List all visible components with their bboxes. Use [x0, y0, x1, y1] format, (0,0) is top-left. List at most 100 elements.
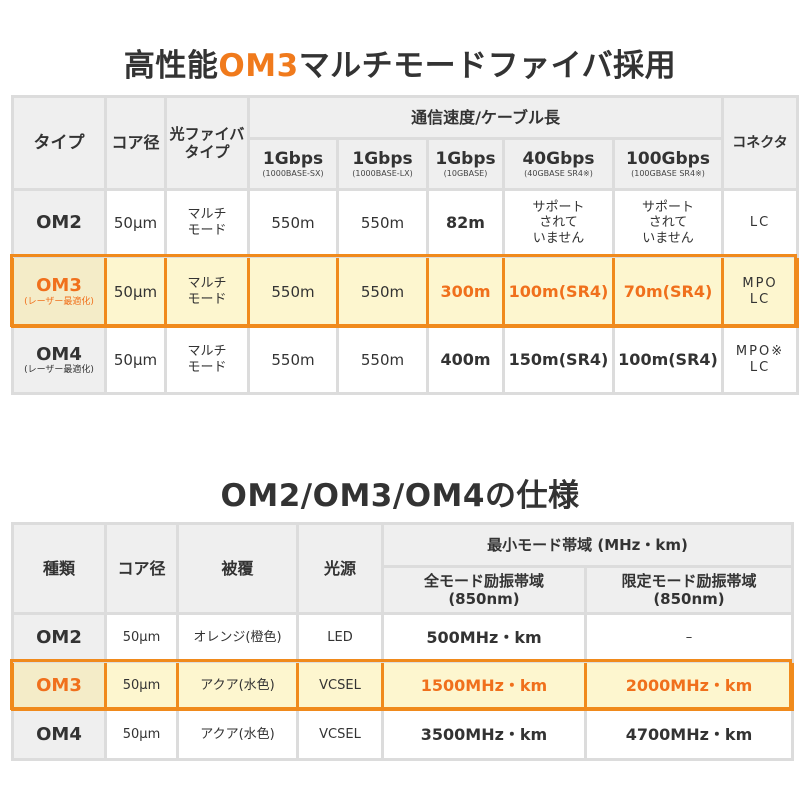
speed: 1Gbps	[262, 149, 324, 169]
core-cell: 50μm	[104, 188, 167, 258]
line: マルチ	[187, 207, 227, 223]
fiber-cell: マルチ モード	[164, 255, 250, 328]
value-cell: 550m	[247, 325, 339, 395]
table-row-om3: OM3 50μm アクア(水色) VCSEL 1500MHz・km 2000MH…	[11, 660, 795, 711]
full-band-cell: 3500MHz・km	[381, 708, 587, 761]
header-speed-4: 40Gbps (40GBASE SR4※)	[502, 137, 615, 191]
page-title-1: 高性能OM3マルチモードファイバ採用	[0, 40, 800, 85]
coating-cell: アクア(水色)	[176, 660, 299, 711]
comparison-table-wrap: タイプ コア径 光ファイバ タイプ 通信速度/ケーブル長 コネクタ 1Gbps (1…	[11, 95, 800, 395]
line: いません	[532, 230, 585, 246]
value-cell: 400m	[426, 325, 505, 395]
speed: 1Gbps	[352, 149, 413, 169]
full-band-cell: 1500MHz・km	[381, 660, 587, 711]
value-cell: 82m	[426, 188, 505, 258]
line: モード	[187, 360, 227, 375]
value-cell: 150m(SR4)	[502, 325, 615, 395]
header-line: タイプ	[184, 143, 230, 161]
value-cell: サポート されて いません	[502, 188, 615, 258]
title-text: 高性能	[123, 48, 219, 84]
value-cell: 550m	[336, 188, 429, 258]
line: モード	[187, 223, 227, 238]
coating-cell: アクア(水色)	[176, 708, 299, 761]
source-cell: LED	[296, 612, 384, 663]
header-speed-5: 100Gbps (100GBASE SR4※)	[611, 137, 725, 191]
connector-cell: MPO LC	[721, 255, 800, 328]
line: マルチ	[187, 344, 227, 360]
standard: (1000BASE-SX)	[262, 169, 324, 179]
header-line: 光ファイバ	[169, 125, 245, 143]
header-speed-2: 1Gbps (1000BASE-LX)	[336, 137, 429, 191]
header-speed-3: 1Gbps (10GBASE)	[426, 137, 505, 191]
header-source: 光源	[296, 522, 384, 615]
table-row-om4: OM4 (レーザー最適化) 50μm マルチ モード 550m 550m 400m …	[11, 325, 800, 395]
value-cell: 100m(SR4)	[502, 255, 615, 328]
speed: 1Gbps	[435, 149, 496, 169]
standard: (100GBASE SR4※)	[631, 169, 705, 179]
header-full-mode: 全モード励振帯域 (850nm)	[381, 565, 587, 615]
fiber-name: OM3	[36, 275, 82, 297]
value-cell: 550m	[247, 188, 339, 258]
header-speed-group: 通信速度/ケーブル長	[246, 95, 725, 140]
title-highlight: OM3	[218, 48, 299, 84]
connector-cell: LC	[721, 188, 800, 258]
header-band-group: 最小モード帯域 (MHz・km)	[380, 522, 795, 568]
speed: 100Gbps	[626, 149, 710, 169]
comparison-table: タイプ コア径 光ファイバ タイプ 通信速度/ケーブル長 コネクタ 1Gbps (1…	[11, 95, 800, 395]
limited-band-cell: –	[583, 612, 795, 663]
page-title-2: OM2/OM3/OM4の仕様	[220, 478, 580, 514]
value-cell: 550m	[336, 325, 429, 395]
fiber-cell: マルチ モード	[164, 325, 250, 395]
header-core: コア径	[104, 522, 179, 615]
fiber-name: OM4	[36, 343, 82, 365]
table-row-om4: OM4 50μm アクア(水色) VCSEL 3500MHz・km 4700MH…	[11, 708, 795, 761]
core-cell: 50μm	[104, 255, 167, 328]
line: サポート	[532, 199, 585, 215]
fiber-name: OM2	[36, 212, 82, 234]
row-name: OM2	[11, 612, 107, 663]
standard: (1000BASE-LX)	[352, 169, 413, 179]
row-name: OM4 (レーザー最適化)	[11, 325, 107, 395]
header-connector: コネクタ	[721, 95, 800, 191]
fiber-subtitle: (レーザー最適化)	[24, 365, 94, 376]
value-cell: サポート されて いません	[611, 188, 725, 258]
fiber-subtitle: (レーザー最適化)	[24, 296, 94, 307]
limited-band-cell: 2000MHz・km	[583, 660, 795, 711]
core-cell: 50μm	[104, 325, 167, 395]
table-row-om2: OM2 50μm マルチ モード 550m 550m 82m サポート されて いませ…	[11, 188, 800, 258]
fiber-name: OM4	[36, 723, 82, 745]
spec-table-wrap: 種類 コア径 被覆 光源 最小モード帯域 (MHz・km) 全モード励振帯域 (8…	[11, 522, 795, 761]
row-name: OM4	[11, 708, 107, 761]
line: サポート	[642, 199, 695, 215]
core-cell: 50μm	[104, 708, 179, 761]
value-cell: 550m	[336, 255, 429, 328]
fiber-name: OM3	[36, 674, 82, 696]
header-kind: 種類	[11, 522, 107, 615]
header-limited-mode: 限定モード励振帯域 (850nm)	[583, 565, 795, 615]
header-core: コア径	[104, 95, 167, 191]
limited-band-cell: 4700MHz・km	[583, 708, 795, 761]
table-row-om3: OM3 (レーザー最適化) 50μm マルチ モード 550m 550m 300m …	[11, 255, 800, 328]
speed: 40Gbps	[522, 149, 595, 169]
spec-table: 種類 コア径 被覆 光源 最小モード帯域 (MHz・km) 全モード励振帯域 (8…	[11, 522, 795, 761]
standard: (10GBASE)	[443, 169, 488, 179]
source-cell: VCSEL	[296, 660, 384, 711]
value-cell: 300m	[426, 255, 505, 328]
core-cell: 50μm	[104, 660, 179, 711]
header-speed-1: 1Gbps (1000BASE-SX)	[247, 137, 339, 191]
core-cell: 50μm	[104, 612, 179, 663]
line: マルチ	[187, 275, 227, 291]
fiber-cell: マルチ モード	[164, 188, 250, 258]
line: されて	[648, 215, 688, 231]
line: されて	[539, 215, 578, 231]
source-cell: VCSEL	[296, 708, 384, 761]
title-text: マルチモードファイバ採用	[298, 48, 677, 84]
value-cell: 550m	[247, 255, 339, 328]
line: 限定モード励振帯域	[621, 572, 757, 590]
line: (850nm)	[653, 590, 725, 608]
line: LC	[749, 291, 771, 307]
line: 全モード励振帯域	[423, 572, 544, 590]
value-cell: 100m(SR4)	[611, 325, 725, 395]
line: (850nm)	[448, 590, 520, 608]
line: いません	[642, 230, 694, 246]
